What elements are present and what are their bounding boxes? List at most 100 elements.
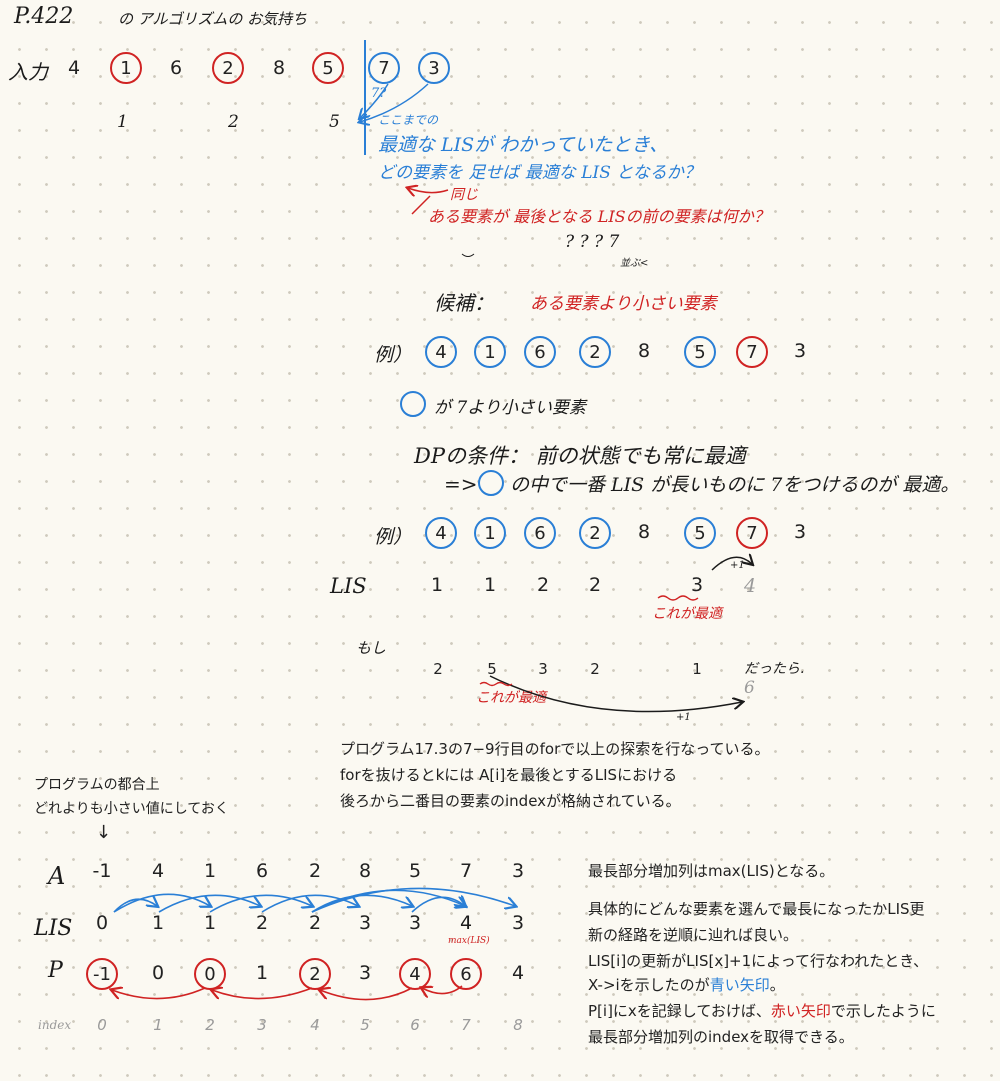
- example1-value: 8: [637, 340, 651, 362]
- example2-value-circled: 4: [425, 517, 457, 549]
- lis-cell: 1: [203, 912, 217, 934]
- p-cell: 1: [255, 962, 269, 984]
- right-note-2c: LIS[i]の更新がLIS[x]+1によって行なわれたとき、: [588, 952, 929, 970]
- right-note-2a: 具体的にどんな要素を選んで最長になったかLIS更: [588, 900, 925, 918]
- a-cell: 7: [459, 860, 473, 882]
- candidate-text: ある要素より小さい要素: [530, 294, 717, 314]
- lis-cell: 3: [408, 912, 422, 934]
- input-lis-hint-3: 5: [329, 112, 340, 132]
- a-cell: 5: [408, 860, 422, 882]
- dp-arrow: =>: [444, 472, 478, 496]
- program-note-1: プログラム17.3の7−9行目のforで以上の探索を行なっている。: [340, 740, 770, 758]
- lis-new-value: 4: [744, 575, 757, 597]
- note-1b: 最適な LISが わかっていたとき、: [378, 134, 668, 156]
- a-cell: 4: [151, 860, 165, 882]
- p-cell: 4: [511, 962, 525, 984]
- input-value-circled: 7: [368, 52, 400, 84]
- index-cell: 3: [257, 1016, 267, 1034]
- row-label-p: P: [48, 958, 63, 983]
- lis-cell: 1: [151, 912, 165, 934]
- example2-value-circled: 5: [684, 517, 716, 549]
- example2-lis-value: 2: [588, 574, 602, 596]
- index-cell: 6: [410, 1016, 420, 1034]
- dattara: だったら.: [744, 661, 805, 677]
- moshi-value: 1: [692, 660, 702, 678]
- lis-cell: 3: [358, 912, 372, 934]
- index-cell: 0: [97, 1016, 107, 1034]
- a-cell: 1: [203, 860, 217, 882]
- a-cell: 6: [255, 860, 269, 882]
- blue-arrow-text: 青い矢印: [709, 976, 770, 994]
- input-value-circled: 1: [110, 52, 142, 84]
- right-note-2e-pre: P[i]にxを記録しておけば、: [588, 1002, 771, 1020]
- example2-lis-value: 1: [483, 574, 497, 596]
- moshi-result: 6: [744, 678, 755, 698]
- legend-circle: [400, 391, 426, 417]
- p-cell-circled: 2: [299, 958, 331, 990]
- example2-value-circled: 1: [474, 517, 506, 549]
- example2-label: 例）: [374, 526, 413, 548]
- sentinel-note-1: プログラムの都合上: [34, 777, 160, 793]
- row-label-index: index: [38, 1018, 72, 1032]
- candidate-label: 候補：: [434, 291, 494, 315]
- example2-lis-value: 1: [430, 574, 444, 596]
- p-cell-circled: 4: [399, 958, 431, 990]
- input-value-circled: 2: [212, 52, 244, 84]
- page-number: P.422: [14, 4, 74, 29]
- example2-lis-value: 2: [536, 574, 550, 596]
- moshi-value: 2: [433, 660, 443, 678]
- note-same: 同じ: [450, 187, 478, 203]
- program-note-3: 後ろから二番目の要素のindexが格納されている。: [340, 792, 681, 810]
- example1-value-circled: 6: [524, 336, 556, 368]
- lis-cell: 2: [308, 912, 322, 934]
- example1-value-circled: 4: [425, 336, 457, 368]
- example2-value-circled: 2: [579, 517, 611, 549]
- p-cell: 0: [151, 962, 165, 984]
- lis-cell: 0: [95, 912, 109, 934]
- right-note-2e-post: で示したように: [830, 1002, 936, 1020]
- right-note-1: 最長部分増加列はmax(LIS)となる。: [588, 862, 835, 880]
- right-note-2d-post: 。: [769, 976, 785, 994]
- right-note-2d: X->iを示したのが青い矢印。: [588, 974, 785, 995]
- a-cell: 8: [358, 860, 372, 882]
- input-value: 8: [272, 57, 286, 79]
- moshi-label: もし: [356, 639, 387, 657]
- example1-value-circled: 1: [474, 336, 506, 368]
- p-cell-circled: -1: [86, 958, 118, 990]
- circle-note: が 7より小さい要素: [434, 398, 586, 418]
- right-note-2e: P[i]にxを記録しておけば、赤い矢印で示したように: [588, 1000, 936, 1021]
- lis-cell: 3: [511, 912, 525, 934]
- down-arrow-icon: ↓: [96, 822, 112, 843]
- page-title: の アルゴリズムの お気持ち: [118, 10, 308, 28]
- index-cell: 2: [205, 1016, 215, 1034]
- input-value: 6: [169, 57, 183, 79]
- narabu-note: 並ぶ<: [620, 258, 649, 269]
- example2-value: 3: [793, 521, 807, 543]
- example1-value-circled: 5: [684, 336, 716, 368]
- right-note-2b: 新の経路を逆順に辿れば良い。: [588, 926, 799, 944]
- example1-value-circled: 7: [736, 336, 768, 368]
- input-lis-hint-1: 1: [117, 112, 128, 132]
- sentinel-note-2: どれよりも小さい値にしておく: [34, 801, 229, 817]
- right-note-2d-pre: X->iを示したのが: [588, 976, 710, 994]
- a-cell: 2: [308, 860, 322, 882]
- dp-text: の中で一番 LIS が長いものに 7をつけるのが 最適。: [510, 474, 960, 496]
- kore-ga-saiteki: これが最適: [652, 606, 722, 622]
- example2-value: 8: [637, 521, 651, 543]
- a-cell: -1: [92, 860, 112, 882]
- moshi-value: 2: [590, 660, 600, 678]
- q-marks: ? ? ? 7: [565, 232, 620, 252]
- row-label-a: A: [48, 862, 66, 890]
- red-arrow-text: 赤い矢印: [770, 1002, 831, 1020]
- kore-ga-saiteki-2: これが最適: [476, 690, 546, 706]
- example1-value-circled: 2: [579, 336, 611, 368]
- note-1c: どの要素を 足せば 最適な LIS となるか？: [378, 163, 701, 183]
- index-cell: 4: [310, 1016, 320, 1034]
- index-cell: 7: [461, 1016, 471, 1034]
- moshi-value: 5: [487, 660, 497, 678]
- input-value-circled: 5: [312, 52, 344, 84]
- lis-row-label: LIS: [330, 574, 367, 598]
- right-note-2f: 最長部分増加列のindexを取得できる。: [588, 1028, 854, 1046]
- input-label: 入力: [8, 60, 48, 84]
